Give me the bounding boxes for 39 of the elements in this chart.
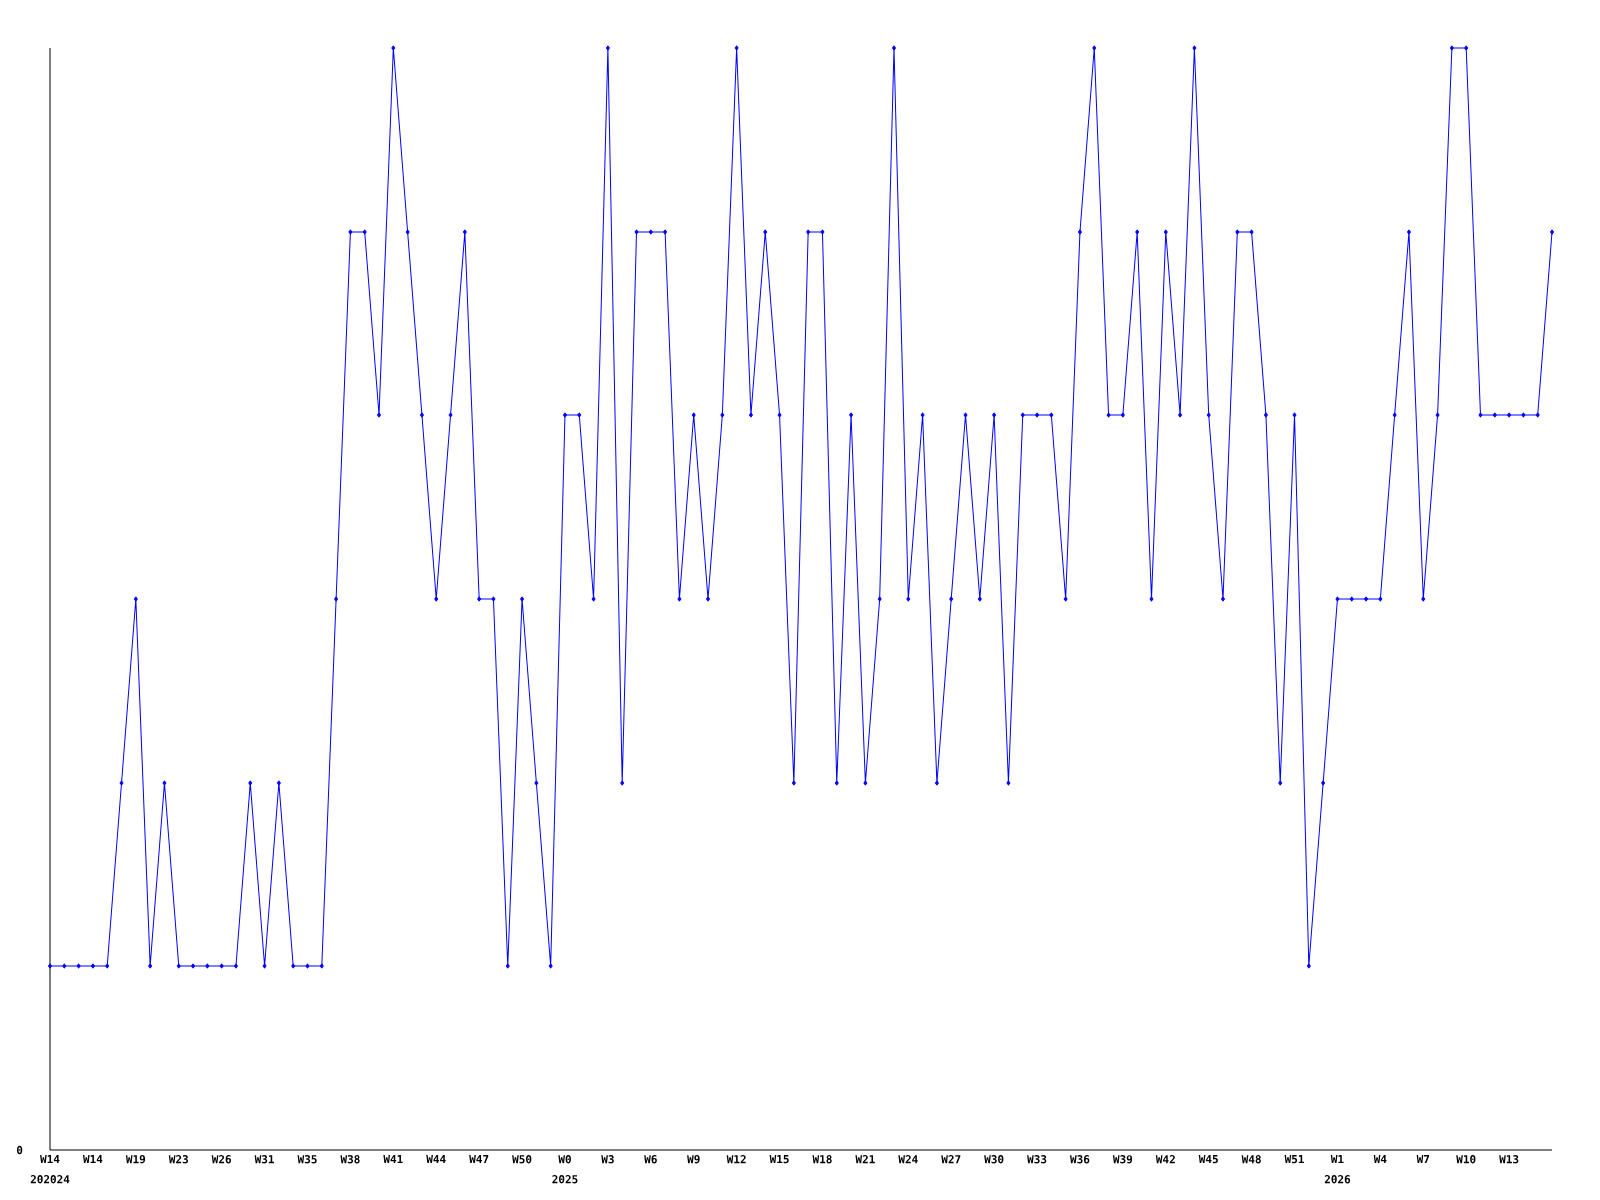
x-tick-label: W4 xyxy=(1373,1155,1387,1164)
x-tick-label: W45 xyxy=(1198,1155,1218,1164)
x-tick-label: W26 xyxy=(211,1155,231,1164)
text: 0 xyxy=(16,1145,23,1155)
x-tick-label: W42 xyxy=(1155,1155,1175,1164)
x-tick-label: W19 xyxy=(125,1155,146,1164)
x-tick-label: W47 xyxy=(469,1155,489,1164)
x-tick-label: W1 xyxy=(1330,1155,1344,1164)
text: 2025 xyxy=(552,1175,578,1184)
x-tick-label: W12 xyxy=(726,1155,746,1164)
x-tick-label: W31 xyxy=(254,1155,274,1164)
x-tick-label: W50 xyxy=(512,1155,532,1164)
x-tick-label: W23 xyxy=(168,1155,188,1164)
text: 202024 xyxy=(30,1175,70,1184)
x-tick-label: W0 xyxy=(558,1155,571,1164)
x-tick-label: W14 xyxy=(40,1155,60,1164)
x-tick-label: W38 xyxy=(340,1155,360,1164)
x-tick-label: W10 xyxy=(1456,1155,1476,1164)
x-tick-label: W48 xyxy=(1241,1155,1261,1164)
x-tick-label: W33 xyxy=(1027,1155,1047,1164)
x-tick-label: W9 xyxy=(687,1155,700,1164)
x-tick-label: W24 xyxy=(898,1155,918,1164)
x-tick-label: W3 xyxy=(601,1155,614,1164)
x-tick-label: W15 xyxy=(769,1155,789,1164)
x-tick-label: W21 xyxy=(855,1155,875,1164)
x-tick-label: W27 xyxy=(941,1155,961,1164)
x-tick-label: W30 xyxy=(984,1155,1004,1164)
x-tick-label: W14 xyxy=(82,1155,103,1164)
x-tick-label: W18 xyxy=(812,1155,832,1164)
x-tick-label: W13 xyxy=(1499,1155,1519,1164)
text: 2026 xyxy=(1324,1175,1351,1184)
x-tick-label: W51 xyxy=(1284,1155,1304,1164)
x-tick-label: W35 xyxy=(297,1155,317,1164)
x-tick-label: W44 xyxy=(426,1155,446,1164)
x-tick-label: W6 xyxy=(644,1155,657,1164)
x-tick-label: W7 xyxy=(1416,1155,1430,1164)
x-tick-label: W36 xyxy=(1070,1155,1090,1164)
x-tick-label: W41 xyxy=(383,1155,403,1164)
x-tick-label: W39 xyxy=(1112,1155,1133,1164)
